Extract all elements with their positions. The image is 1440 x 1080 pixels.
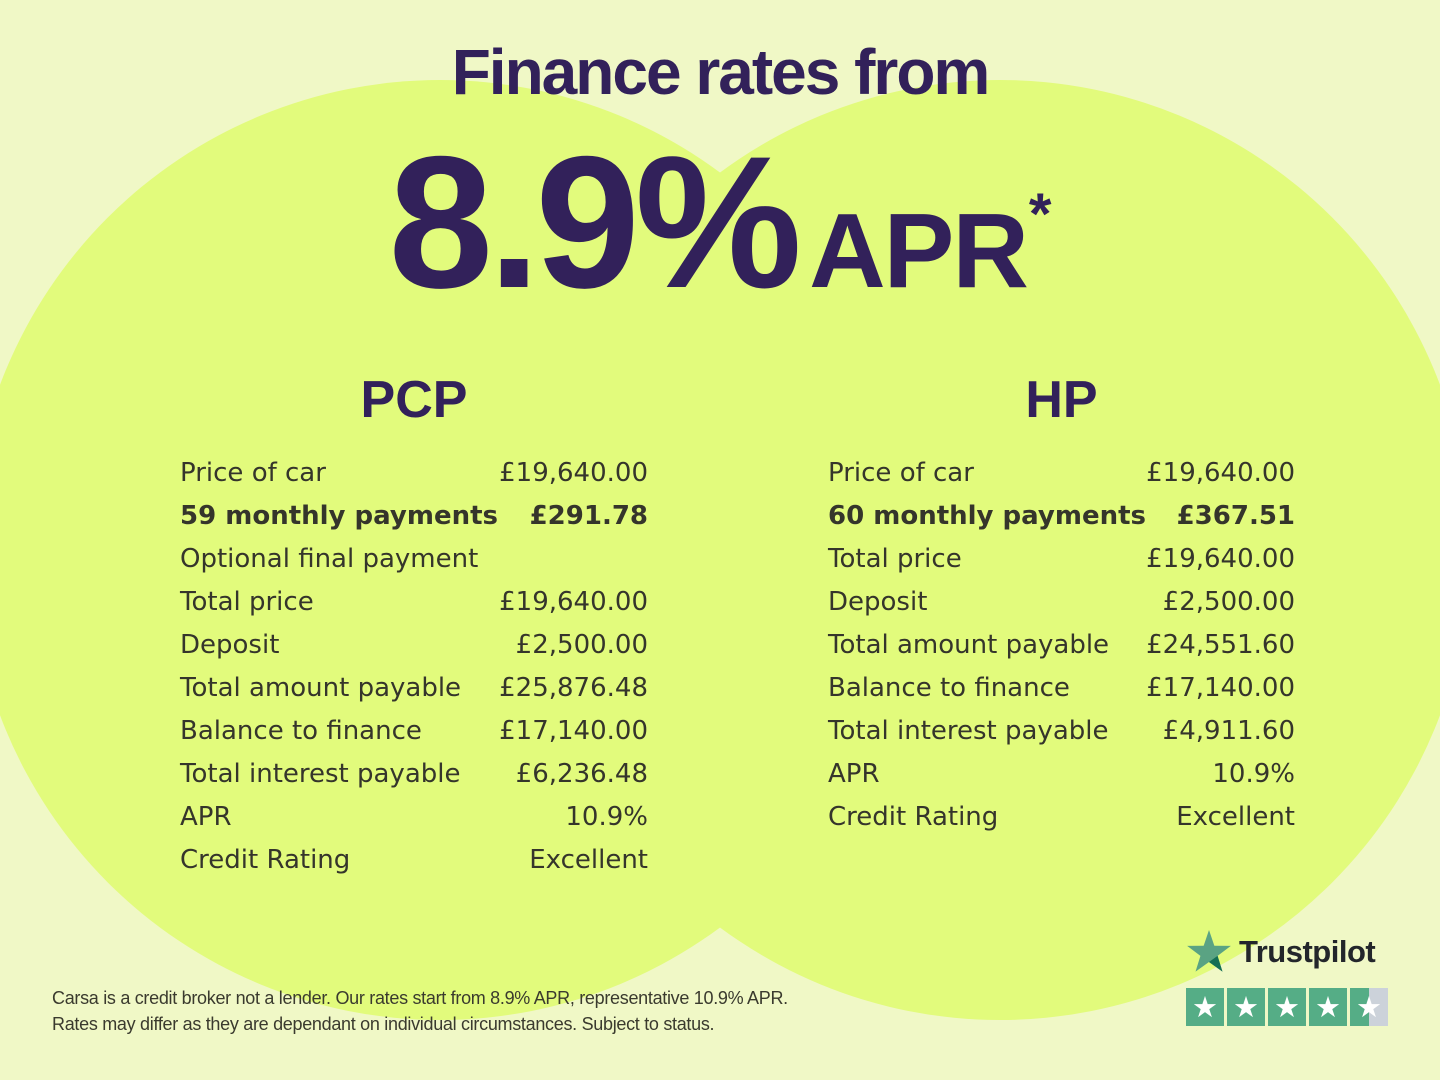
trustpilot-badge: Trustpilot ★ ★ ★ ★ ★ bbox=[1186, 930, 1388, 1026]
row-value: £6,236.48 bbox=[515, 759, 648, 789]
table-row: Credit Rating Excellent bbox=[828, 796, 1295, 839]
row-label: Credit Rating bbox=[180, 845, 351, 875]
row-label: Total amount payable bbox=[180, 673, 462, 703]
star-icon: ★ bbox=[1233, 990, 1259, 1024]
trustpilot-star-shape bbox=[1187, 930, 1231, 972]
trustpilot-rating-stars: ★ ★ ★ ★ ★ bbox=[1186, 988, 1388, 1026]
row-value: £2,500.00 bbox=[515, 630, 648, 660]
table-row: Balance to finance £17,140.00 bbox=[828, 667, 1295, 710]
hp-heading: HP bbox=[1025, 371, 1098, 429]
table-row: APR 10.9% bbox=[180, 796, 648, 839]
trustpilot-star-box: ★ bbox=[1268, 988, 1306, 1026]
table-row: 60 monthly payments £367.51 bbox=[828, 495, 1295, 538]
row-label: APR bbox=[180, 802, 232, 832]
row-label: Total interest payable bbox=[828, 716, 1109, 746]
trustpilot-star-box: ★ bbox=[1186, 988, 1224, 1026]
trustpilot-wordmark: Trustpilot bbox=[1239, 934, 1376, 969]
disclaimer-line-1: Carsa is a credit broker not a lender. O… bbox=[52, 988, 788, 1008]
row-value: £291.78 bbox=[529, 501, 648, 531]
table-row: Total price £19,640.00 bbox=[828, 538, 1295, 581]
row-value: £19,640.00 bbox=[499, 587, 648, 617]
row-value: £19,640.00 bbox=[499, 458, 648, 488]
row-value: Excellent bbox=[1176, 802, 1295, 832]
hp-finance-table: HP Price of car £19,640.00 60 monthly paym… bbox=[828, 372, 1295, 839]
table-row: Total amount payable £24,551.60 bbox=[828, 624, 1295, 667]
page-title: Finance rates from bbox=[451, 36, 991, 108]
background-circle-right bbox=[530, 80, 1440, 1020]
row-label: Deposit bbox=[180, 630, 280, 660]
rate-value: 8.9% bbox=[388, 117, 803, 327]
table-row: Total interest payable £4,911.60 bbox=[828, 710, 1295, 753]
table-row: APR 10.9% bbox=[828, 753, 1295, 796]
row-value: £17,140.00 bbox=[1146, 673, 1295, 703]
table-row: Total amount payable £25,876.48 bbox=[180, 667, 648, 710]
row-value: £25,876.48 bbox=[499, 673, 648, 703]
row-value: £367.51 bbox=[1176, 501, 1295, 531]
row-label: Deposit bbox=[828, 587, 928, 617]
star-icon: ★ bbox=[1274, 990, 1300, 1024]
table-row: Total interest payable £6,236.48 bbox=[180, 753, 648, 796]
row-value: 10.9% bbox=[1212, 759, 1295, 789]
row-value: £17,140.00 bbox=[499, 716, 648, 746]
pcp-rows: Price of car £19,640.00 59 monthly payment… bbox=[180, 452, 648, 882]
row-value: £24,551.60 bbox=[1146, 630, 1295, 660]
row-value: £19,640.00 bbox=[1146, 458, 1295, 488]
rate-unit: APR bbox=[809, 192, 1029, 310]
table-row: Deposit £2,500.00 bbox=[828, 581, 1295, 624]
table-row: Total price £19,640.00 bbox=[180, 581, 648, 624]
row-label: Balance to finance bbox=[180, 716, 422, 746]
trustpilot-star-box-half: ★ bbox=[1350, 988, 1388, 1026]
row-label: 59 monthly payments bbox=[180, 501, 498, 531]
row-label: Total interest payable bbox=[180, 759, 461, 789]
table-row: Credit Rating Excellent bbox=[180, 839, 648, 882]
table-row: Optional final payment bbox=[180, 538, 648, 581]
star-icon: ★ bbox=[1315, 990, 1341, 1024]
row-value: £19,640.00 bbox=[1146, 544, 1295, 574]
trustpilot-star-icon bbox=[1187, 930, 1231, 972]
pcp-heading: PCP bbox=[360, 371, 468, 429]
rate-footnote-marker: * bbox=[1028, 182, 1052, 247]
disclaimer: Carsa is a credit broker not a lender. O… bbox=[52, 985, 788, 1037]
hp-rows: Price of car £19,640.00 60 monthly payment… bbox=[828, 452, 1295, 839]
row-label: Balance to finance bbox=[828, 673, 1070, 703]
row-label: Optional final payment bbox=[180, 544, 479, 574]
row-value: £4,911.60 bbox=[1162, 716, 1295, 746]
row-label: APR bbox=[828, 759, 880, 789]
headline-rate: 8.9% APR * bbox=[0, 128, 1440, 316]
table-row: Price of car £19,640.00 bbox=[180, 452, 648, 495]
row-label: Credit Rating bbox=[828, 802, 999, 832]
table-row: Balance to finance £17,140.00 bbox=[180, 710, 648, 753]
table-row: Price of car £19,640.00 bbox=[828, 452, 1295, 495]
table-row: 59 monthly payments £291.78 bbox=[180, 495, 648, 538]
trustpilot-star-box: ★ bbox=[1227, 988, 1265, 1026]
star-icon: ★ bbox=[1356, 990, 1382, 1024]
row-label: Total price bbox=[828, 544, 962, 574]
row-label: Total price bbox=[180, 587, 314, 617]
table-row: Deposit £2,500.00 bbox=[180, 624, 648, 667]
row-value: 10.9% bbox=[565, 802, 648, 832]
row-label: Price of car bbox=[828, 458, 974, 488]
trustpilot-star-shadow bbox=[1209, 955, 1223, 972]
row-label: 60 monthly payments bbox=[828, 501, 1146, 531]
disclaimer-line-2: Rates may differ as they are dependant o… bbox=[52, 1014, 715, 1034]
row-label: Total amount payable bbox=[828, 630, 1110, 660]
star-icon: ★ bbox=[1192, 990, 1218, 1024]
row-label: Price of car bbox=[180, 458, 326, 488]
row-value: £2,500.00 bbox=[1162, 587, 1295, 617]
row-value: Excellent bbox=[529, 845, 648, 875]
trustpilot-star-box: ★ bbox=[1309, 988, 1347, 1026]
trustpilot-logo-row: Trustpilot bbox=[1186, 930, 1388, 974]
pcp-finance-table: PCP Price of car £19,640.00 59 monthly pay… bbox=[180, 372, 648, 882]
